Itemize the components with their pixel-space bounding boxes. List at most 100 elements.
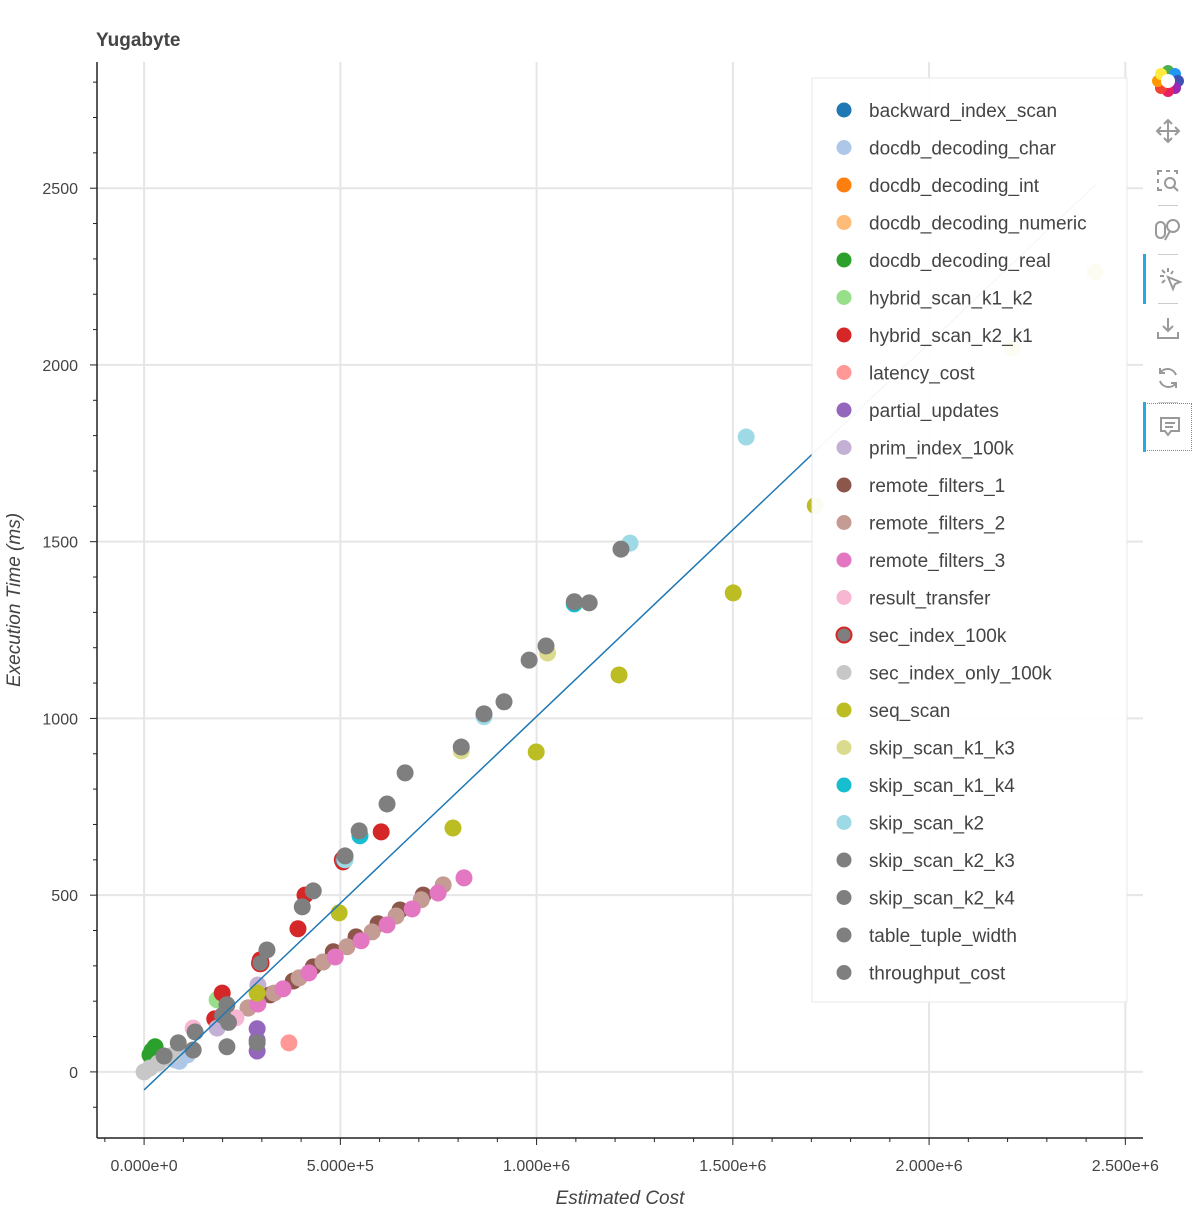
point-throughput_cost xyxy=(155,1047,173,1065)
x-tick-label: 2.000e+6 xyxy=(895,1158,962,1175)
legend-item-table_tuple_width[interactable]: table_tuple_width xyxy=(836,926,1017,947)
point-remote_filters_3 xyxy=(352,932,370,950)
chart-title: Yugabyte xyxy=(96,30,181,51)
bokeh-logo-icon[interactable] xyxy=(1143,56,1193,106)
legend-item-seq_scan[interactable]: seq_scan xyxy=(836,701,951,722)
legend-item-hybrid_scan_k1_k2[interactable]: hybrid_scan_k1_k2 xyxy=(836,289,1033,310)
legend-label: skip_scan_k2_k3 xyxy=(869,851,1015,872)
legend: backward_index_scan docdb_decoding_chardo… xyxy=(811,77,1128,1003)
legend-item-docdb_decoding_numeric[interactable]: docdb_decoding_numeric xyxy=(836,214,1087,235)
wheel-zoom-icon[interactable] xyxy=(1143,205,1193,255)
x-axis-label: Estimated Cost xyxy=(556,1188,686,1209)
point-table_tuple_width xyxy=(218,1038,236,1056)
legend-label: seq_scan xyxy=(869,701,950,722)
point-remote_filters_3 xyxy=(403,900,421,918)
legend-label: hybrid_scan_k1_k2 xyxy=(869,289,1033,310)
point-hybrid_scan_k2_k1 xyxy=(289,920,307,938)
legend-item-docdb_decoding_char[interactable]: docdb_decoding_char xyxy=(836,139,1057,160)
legend-label: sec_index_100k xyxy=(869,626,1007,647)
legend-marker xyxy=(836,290,852,305)
point-remote_filters_3 xyxy=(274,980,292,998)
point-seq_scan xyxy=(248,984,266,1002)
legend-marker xyxy=(836,440,852,455)
legend-item-remote_filters_1[interactable]: remote_filters_1 xyxy=(836,476,1006,497)
point-throughput_cost xyxy=(169,1034,187,1052)
legend-item-remote_filters_3[interactable]: remote_filters_3 xyxy=(836,551,1006,572)
legend-label: backward_index_scan xyxy=(869,101,1057,122)
legend-item-backward_index_scan[interactable]: backward_index_scan xyxy=(836,101,1058,122)
point-remote_filters_3 xyxy=(455,869,473,887)
point-skip_scan_k2_k4 xyxy=(520,651,538,669)
legend-item-prim_index_100k[interactable]: prim_index_100k xyxy=(836,439,1015,460)
y-tick-label: 2000 xyxy=(42,358,78,375)
y-axis-label: Execution Time (ms) xyxy=(4,513,25,687)
legend-item-skip_scan_k2_k4[interactable]: skip_scan_k2_k4 xyxy=(836,889,1016,910)
legend-item-docdb_decoding_real[interactable]: docdb_decoding_real xyxy=(836,251,1051,272)
legend-label: docdb_decoding_int xyxy=(869,176,1040,197)
legend-item-skip_scan_k1_k4[interactable]: skip_scan_k1_k4 xyxy=(836,776,1016,797)
point-skip_scan_k2_k3 xyxy=(336,847,354,865)
legend-label: prim_index_100k xyxy=(869,439,1014,460)
x-tick-label: 2.500e+6 xyxy=(1092,1158,1159,1175)
reset-icon[interactable] xyxy=(1143,353,1193,403)
legend-item-sec_index_only_100k[interactable]: sec_index_only_100k xyxy=(836,664,1053,685)
point-hybrid_scan_k2_k1 xyxy=(372,823,390,841)
legend-label: remote_filters_1 xyxy=(869,476,1005,497)
point-throughput_cost xyxy=(186,1023,204,1041)
legend-label: result_transfer xyxy=(869,589,991,610)
point-skip_scan_k2_k3 xyxy=(537,637,555,655)
legend-marker xyxy=(836,965,852,980)
point-seq_scan xyxy=(444,819,462,837)
point-table_tuple_width xyxy=(293,898,311,916)
pan-icon[interactable] xyxy=(1143,106,1193,156)
legend-marker xyxy=(836,590,852,605)
legend-item-skip_scan_k2_k3[interactable]: skip_scan_k2_k3 xyxy=(836,851,1015,872)
point-seq_scan xyxy=(610,666,628,684)
x-tick-label: 1.000e+6 xyxy=(503,1158,570,1175)
legend-label: table_tuple_width xyxy=(869,926,1017,947)
point-skip_scan_k2_k3 xyxy=(378,795,396,813)
point-seq_scan xyxy=(724,584,742,602)
legend-item-skip_scan_k1_k3[interactable]: skip_scan_k1_k3 xyxy=(836,739,1015,760)
legend-item-docdb_decoding_int[interactable]: docdb_decoding_int xyxy=(836,176,1040,197)
point-seq_scan xyxy=(330,904,348,922)
x-tick-label: 0.000e+0 xyxy=(111,1158,178,1175)
point-remote_filters_2 xyxy=(338,938,356,956)
legend-marker xyxy=(836,215,852,230)
legend-label: sec_index_only_100k xyxy=(869,664,1052,685)
legend-marker xyxy=(836,402,852,418)
legend-marker xyxy=(836,252,852,268)
legend-label: remote_filters_3 xyxy=(869,551,1005,572)
legend-item-skip_scan_k2[interactable]: skip_scan_k2 xyxy=(836,814,985,835)
legend-label: skip_scan_k1_k3 xyxy=(869,739,1015,760)
legend-item-result_transfer[interactable]: result_transfer xyxy=(836,589,992,610)
box-zoom-icon[interactable] xyxy=(1143,156,1193,206)
x-tick-label: 5.000e+5 xyxy=(307,1158,374,1175)
point-throughput_cost xyxy=(219,1013,237,1031)
legend-item-partial_updates[interactable]: partial_updates xyxy=(836,401,999,422)
legend-item-throughput_cost[interactable]: throughput_cost xyxy=(836,964,1006,985)
hover-icon[interactable] xyxy=(1143,402,1193,452)
legend-label: skip_scan_k2_k4 xyxy=(869,889,1015,910)
point-skip_scan_k2_k3 xyxy=(495,693,513,711)
point-remote_filters_3 xyxy=(378,916,396,934)
legend-item-latency_cost[interactable]: latency_cost xyxy=(836,364,976,385)
legend-marker xyxy=(836,815,852,830)
tap-icon[interactable] xyxy=(1143,254,1193,304)
legend-marker xyxy=(836,177,852,193)
legend-label: hybrid_scan_k2_k1 xyxy=(869,326,1033,347)
point-latency_cost xyxy=(280,1034,298,1052)
legend-marker xyxy=(836,515,852,530)
legend-label: skip_scan_k1_k4 xyxy=(869,776,1015,797)
point-skip_scan_k2_k4 xyxy=(396,764,414,782)
legend-marker xyxy=(836,552,852,568)
legend-item-sec_index_100k[interactable]: sec_index_100k xyxy=(835,626,1007,647)
y-tick-label: 1000 xyxy=(42,711,78,728)
point-seq_scan xyxy=(527,743,545,761)
save-icon[interactable] xyxy=(1143,303,1193,353)
legend-item-remote_filters_2[interactable]: remote_filters_2 xyxy=(836,514,1006,535)
legend-item-hybrid_scan_k2_k1[interactable]: hybrid_scan_k2_k1 xyxy=(836,326,1033,347)
y-tick-label: 1500 xyxy=(42,535,78,552)
point-remote_filters_3 xyxy=(429,884,447,902)
